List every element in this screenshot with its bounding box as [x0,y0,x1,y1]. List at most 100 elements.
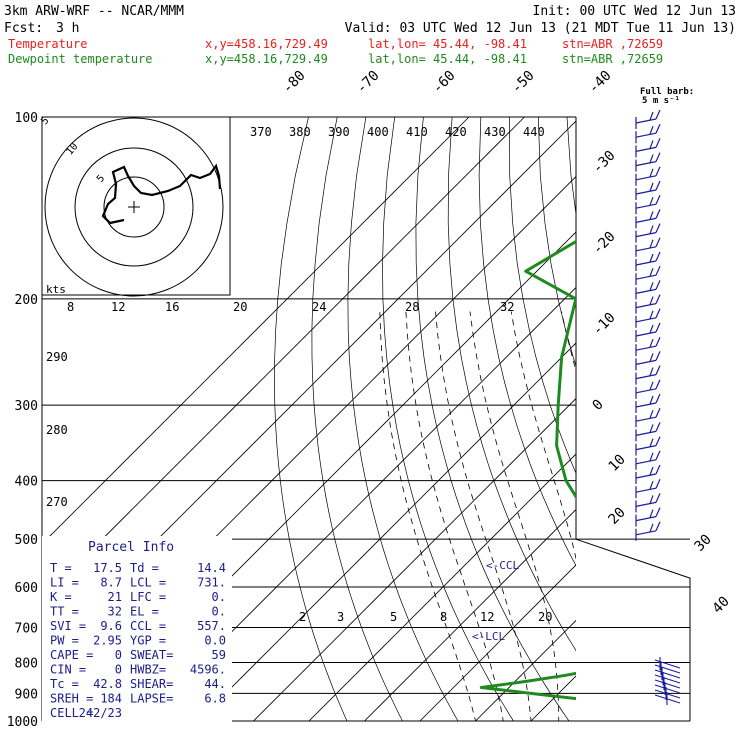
lower-mixing-label-12: 12 [480,610,494,624]
pressure-label-600: 600 [15,581,38,596]
wind-barb [635,209,661,229]
wind-barb [635,507,661,527]
parcel-row-2-col-0: K = [50,590,72,604]
wind-barb [654,664,681,674]
temperature-stn: stn=ABR ,72659 [562,37,663,51]
wind-barb [635,478,661,499]
parcel-row-0-col-1: 17.5 [93,561,122,575]
isotherm-label-20: 20 [606,505,629,528]
isotherm-label--30: -30 [590,148,619,177]
mixing-ratio-label-8: 8 [67,300,74,314]
temperature-xy: x,y=458.16,729.49 [205,37,328,51]
level-annotations: <-CCL <-LCL [472,559,519,643]
wind-barb [635,407,661,428]
dry-adiabat-line [566,117,576,217]
mixing-ratio-label-12: 12 [111,300,125,314]
isotherm-line [419,564,576,721]
parcel-info-panel: Parcel Info T = 17.5 Td = 14.4 LI = 8.7 LCL = 7… [42,536,232,722]
wind-barb [654,679,681,689]
wind-barb [654,674,681,684]
theta-label-410: 410 [406,125,428,139]
wind-barb [635,152,661,172]
parcel-row-9-col-3: 6.8 [204,692,226,706]
isotherm-line [308,453,576,721]
isotherm-line [474,619,576,721]
isotherm-label--40: -40 [586,68,615,97]
init-time: Init: 00 UTC Wed 12 Jun 13 [533,4,737,19]
parcel-row-2-col-1: 21 [108,590,122,604]
kts-label: kts [46,283,66,296]
hodograph-trace [101,163,222,225]
lower-mixing-label-5: 5 [390,610,397,624]
isotherm-label-30: 30 [692,532,715,555]
parcel-row-6-col-2: SWEAT= [130,648,173,662]
wind-barb [635,464,661,484]
full-barb-unit: 5 m s⁻¹ [642,96,680,106]
wind-barb [635,166,661,186]
dewpoint-stn: stn=ABR ,72659 [562,52,663,66]
dewpoint-xy: x,y=458.16,729.49 [205,52,328,66]
isotherm-line [252,397,576,721]
theta-label-370: 370 [250,125,272,139]
isotherm-label--60: -60 [430,68,459,97]
moist-adiabat-line [693,312,740,734]
valid-time: Valid: 03 UTC Wed 12 Jun 13 (21 MDT Tue … [345,21,736,36]
sounding-curves [479,117,740,708]
dry-adiabat-line [596,117,740,734]
wind-barb [635,223,661,243]
pressure-axis-labels: 100 200 300 400 500 600 700 800 900 1000 [7,111,38,730]
parcel-row-1-col-0: LI = [50,576,79,590]
wind-barb [635,280,661,300]
parcel-row-8-col-3: 44. [204,677,226,691]
parcel-row-9-col-0: SREH = [50,692,93,706]
wind-barb [635,379,661,399]
isotherm-line [42,117,525,601]
hodograph-inset: 5 10 5 kts [39,115,231,297]
dry-adiabat-line [653,117,740,734]
parcel-row-4-col-3: 557. [197,619,226,633]
isotherm-label-0: 0 [590,397,607,414]
lower-mixing-label-8: 8 [440,610,447,624]
header: 3km ARW-WRF -- NCAR/MMM Init: 00 UTC Wed… [4,4,736,66]
wind-barb [635,422,661,442]
isotherm-line [141,286,576,721]
isotherm-line [42,117,470,545]
parcel-row-6-col-1: 0 [115,648,122,662]
isotherm-line [574,117,740,734]
parcel-row-1-col-3: 731. [197,576,226,590]
wind-barb [635,237,661,257]
dewpoint-legend: Dewpoint temperature [8,52,153,66]
pressure-label-400: 400 [15,475,38,490]
mixing-ratio-label-28: 28 [405,300,419,314]
isotherm-label--50: -50 [509,68,538,97]
isotherm-label-10: 10 [606,452,629,475]
isotherm-label--10: -10 [590,310,619,339]
parcel-info-title: Parcel Info [88,540,174,555]
pressure-label-100: 100 [15,111,38,126]
hodograph-ring-outer [44,117,224,297]
theta-label-380: 380 [289,125,311,139]
pressure-label-900: 900 [15,687,38,702]
moist-adiabat-line [666,312,721,734]
wind-barb [654,684,681,694]
hodograph-label-outer: 5 [39,115,51,127]
dry-adiabat-line [382,117,514,721]
parcel-row-9-col-1: 184 [100,692,122,706]
moist-adiabat-label-270: 270 [46,495,68,509]
dry-adiabat-line [537,117,576,367]
parcel-row-2-col-3: 0. [212,590,226,604]
dry-adiabat-line [347,117,459,721]
parcel-row-5-col-2: YGP = [130,634,166,648]
parcel-row-7-col-0: CIN = [50,663,86,677]
wind-barb [635,180,661,200]
isotherm-label--20: -20 [590,229,619,258]
lower-mixing-label-3: 3 [337,610,344,624]
isotherm-line [685,117,740,734]
pressure-label-200: 200 [15,293,38,308]
dry-adiabat-line [311,117,403,721]
parcel-row-3-col-2: EL = [130,605,159,619]
parcel-row-6-col-0: CAPE = [50,648,93,662]
theta-label-390: 390 [328,125,350,139]
parcel-row-5-col-0: PW = [50,634,79,648]
temperature-curve [642,117,740,708]
